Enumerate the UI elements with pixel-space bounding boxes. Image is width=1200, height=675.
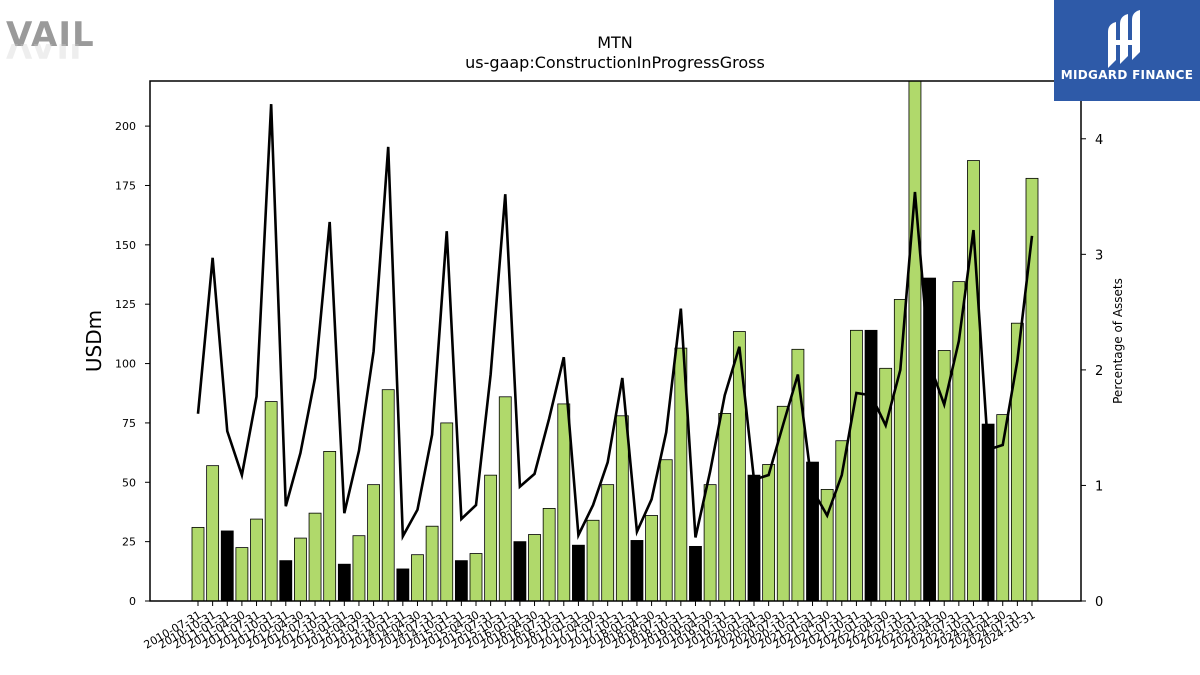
bar <box>572 544 585 602</box>
bar <box>747 474 761 602</box>
bar <box>850 329 863 602</box>
y-tick-label: 175 <box>115 179 136 192</box>
plot-frame <box>149 80 1082 602</box>
bar <box>967 160 980 602</box>
y-axis-right: 0 1 2 3 4 <box>1081 133 1103 610</box>
bar <box>411 554 424 602</box>
bar <box>864 329 878 602</box>
bar <box>703 484 717 602</box>
bar <box>279 560 293 602</box>
y2-tick-label: 2 <box>1095 364 1103 379</box>
bar <box>484 474 498 602</box>
series-line <box>196 104 1034 542</box>
bar <box>381 389 395 602</box>
y-tick-label: 0 <box>129 595 136 608</box>
bar <box>586 519 600 602</box>
y-tick-label: 50 <box>122 476 136 489</box>
bar <box>308 512 322 602</box>
y2-tick-label: 4 <box>1095 133 1103 148</box>
y-axis-label: USDm <box>82 310 106 372</box>
y-tick-label: 25 <box>122 536 136 549</box>
x-axis: 2010-07-312010-10-312011-01-312011-04-30… <box>142 601 1038 652</box>
y2-axis-label: Percentage of Assets <box>1111 278 1125 404</box>
vail-logo-text: VAIL <box>6 15 95 55</box>
bar <box>908 80 922 602</box>
bar <box>294 537 307 602</box>
bar <box>220 530 234 602</box>
bar <box>206 465 220 602</box>
y2-tick-label: 3 <box>1095 248 1103 263</box>
midgard-finance-logo: MIDGARD FINANCE <box>1054 0 1200 101</box>
bar <box>235 547 249 602</box>
bar <box>601 484 615 602</box>
bar <box>718 413 732 602</box>
bar <box>528 534 541 602</box>
vail-logo-reflection: VAIL <box>6 44 96 62</box>
midgard-m-icon <box>1108 10 1140 68</box>
bar <box>615 415 629 602</box>
bar <box>440 422 454 602</box>
bar <box>659 459 673 602</box>
bar <box>893 299 907 602</box>
bar <box>425 525 439 602</box>
bar <box>879 367 893 602</box>
bar <box>952 281 966 602</box>
bar <box>630 540 644 602</box>
chart-title: MTN <box>597 33 633 52</box>
y-tick-label: 125 <box>115 298 136 311</box>
bar <box>367 484 380 602</box>
y2-tick-label: 0 <box>1095 595 1103 610</box>
bar <box>835 440 849 602</box>
bar <box>762 464 776 602</box>
midgard-finance-text: MIDGARD FINANCE <box>1060 68 1194 82</box>
bar <box>498 396 512 602</box>
y-axis-left: 0 25 50 75 100 125 150 175 200 <box>115 120 150 608</box>
bar <box>645 515 658 602</box>
y-tick-label: 100 <box>115 358 136 371</box>
bar <box>732 331 746 602</box>
bar <box>323 451 337 602</box>
y-tick-label: 150 <box>115 239 136 252</box>
bar <box>542 507 556 602</box>
bar <box>352 535 366 602</box>
bar <box>469 553 483 602</box>
bar <box>557 403 571 602</box>
chart-subtitle: us-gaap:ConstructionInProgressGross <box>465 53 765 72</box>
line-series-group <box>196 104 1034 542</box>
y2-tick-label: 1 <box>1095 479 1103 494</box>
bar <box>454 560 468 602</box>
bar <box>250 518 263 602</box>
y-tick-label: 200 <box>115 120 136 133</box>
bar <box>337 563 351 602</box>
vail-logo: VAIL VAIL <box>6 18 96 74</box>
bar <box>513 541 527 602</box>
bar <box>689 545 702 602</box>
y-tick-label: 75 <box>122 417 136 430</box>
bar <box>191 526 205 602</box>
bar <box>264 401 278 602</box>
bar <box>396 568 410 602</box>
